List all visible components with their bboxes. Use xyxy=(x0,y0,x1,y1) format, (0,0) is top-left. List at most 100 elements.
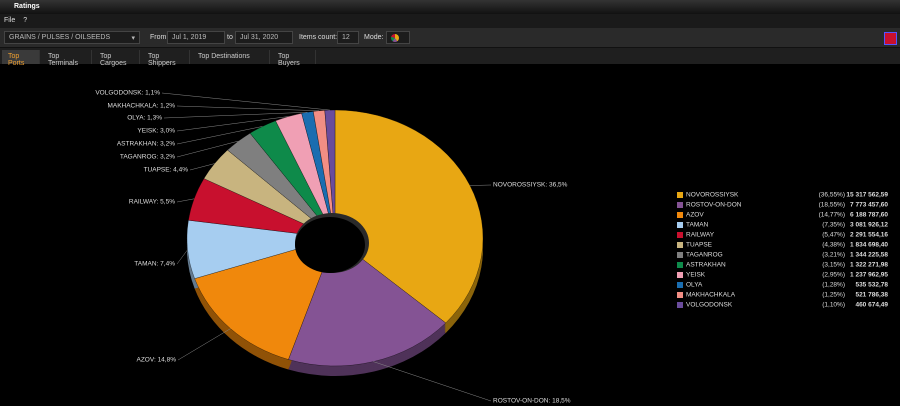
window-title: Ratings xyxy=(14,3,40,10)
legend-value: 1 834 698,40 xyxy=(850,242,888,249)
leader-line xyxy=(176,249,188,265)
toolbar: GRAINS / PULSES / OILSEEDS ▾ From Jul 1, … xyxy=(0,28,900,48)
leader-line xyxy=(163,111,308,119)
leader-line xyxy=(176,198,195,203)
slice-label: YEISK: 3,0% xyxy=(137,128,175,135)
legend-share: (5,47%) xyxy=(822,232,845,239)
legend-value: 7 773 457,60 xyxy=(850,202,888,209)
slice-label: RAILWAY: 5,5% xyxy=(129,199,175,206)
leader-line xyxy=(176,140,239,158)
legend-value: 521 786,38 xyxy=(855,292,888,299)
legend-value: 3 081 926,12 xyxy=(850,222,888,229)
legend-share: (4,38%) xyxy=(822,242,845,249)
tab[interactable]: Top Destinations xyxy=(192,50,270,64)
export-button[interactable] xyxy=(884,32,897,45)
legend-share: (2,95%) xyxy=(822,272,845,279)
legend-value: 1 237 962,95 xyxy=(850,272,888,279)
slice-label: MAKHACHKALA: 1,2% xyxy=(107,103,175,110)
to-label: to xyxy=(227,34,233,41)
legend-label: RAILWAY xyxy=(686,232,715,239)
legend-swatch xyxy=(677,242,683,248)
menu-file[interactable]: File xyxy=(4,17,16,24)
slice-label: ASTRAKHAN: 3,2% xyxy=(117,141,175,148)
legend-swatch xyxy=(677,202,683,208)
legend-share: (3,21%) xyxy=(822,252,845,259)
legend-swatch xyxy=(677,232,683,238)
legend-label: YEISK xyxy=(686,272,706,279)
leader-line xyxy=(189,163,215,171)
legend-label: ASTRAKHAN xyxy=(686,262,726,269)
legend-swatch xyxy=(677,282,683,288)
legend-swatch xyxy=(677,212,683,218)
legend-value: 15 317 562,59 xyxy=(846,192,888,199)
leader-line xyxy=(176,126,263,145)
from-label: From xyxy=(150,34,167,41)
items-label: Items count: xyxy=(299,34,338,41)
legend-label: TAGANROG xyxy=(686,252,723,259)
to-value: Jul 31, 2020 xyxy=(240,34,279,41)
legend-share: (7,35%) xyxy=(822,222,845,229)
legend-value: 6 188 787,60 xyxy=(850,212,888,219)
tab-bar: Top Ports Top Terminals Top Cargoes Top Shi… xyxy=(0,48,900,67)
legend-label: VOLGODONSK xyxy=(686,302,733,309)
legend-label: NOVOROSSIYSK xyxy=(686,192,739,199)
tab[interactable]: Top Terminals xyxy=(42,50,92,67)
menu-bar: File? xyxy=(0,14,900,28)
legend-value: 2 291 554,16 xyxy=(850,232,888,239)
to-date[interactable]: Jul 31, 2020 xyxy=(235,31,293,44)
legend-label: TAMAN xyxy=(686,222,709,229)
title-bar: Ratings xyxy=(0,0,900,14)
legend-label: AZOV xyxy=(686,212,704,219)
legend-share: (1,25%) xyxy=(822,292,845,299)
legend-share: (1,10%) xyxy=(822,302,845,309)
slice-label: ROSTOV-ON-DON: 18,5% xyxy=(493,398,571,405)
leader-line xyxy=(161,92,330,111)
items-count: 12 xyxy=(342,34,350,41)
legend-swatch xyxy=(677,192,683,198)
slice-label: OLYA: 1,3% xyxy=(127,115,162,122)
tab[interactable]: Top Shippers xyxy=(142,50,190,67)
legend-share: (3,15%) xyxy=(822,262,845,269)
legend-label: OLYA xyxy=(686,282,703,289)
legend-share: (14,77%) xyxy=(819,212,845,219)
legend-value: 1 344 225,58 xyxy=(850,252,888,259)
legend-swatch xyxy=(677,262,683,268)
legend-value: 535 532,78 xyxy=(855,282,888,289)
slice-label: AZOV: 14,8% xyxy=(137,357,177,364)
legend-share: (18,55%) xyxy=(819,202,845,209)
slice-label: VOLGODONSK: 1,1% xyxy=(95,90,160,97)
mode-select[interactable] xyxy=(386,31,410,44)
tab[interactable]: Top Buyers xyxy=(272,50,316,67)
legend-swatch xyxy=(677,302,683,308)
legend-share: (1,28%) xyxy=(822,282,845,289)
legend-swatch xyxy=(677,252,683,258)
from-value: Jul 1, 2019 xyxy=(172,34,207,41)
leader-line xyxy=(176,105,320,111)
legend-swatch xyxy=(677,272,683,278)
menu-help[interactable]: ? xyxy=(23,17,28,24)
slice-label: NOVOROSSIYSK: 36,5% xyxy=(493,182,568,189)
leader-line xyxy=(177,328,231,361)
legend-value: 1 322 271,98 xyxy=(850,262,888,269)
legend-label: ROSTOV-ON-DON xyxy=(686,202,742,209)
slice-label: TUAPSE: 4,4% xyxy=(144,167,189,174)
legend-label: MAKHACHKALA xyxy=(686,292,736,299)
legend-value: 460 674,49 xyxy=(855,302,888,309)
items-select[interactable]: 12 xyxy=(337,31,359,44)
slice xyxy=(324,109,336,239)
leader-line xyxy=(176,116,289,132)
donut-hole xyxy=(295,217,365,273)
legend-swatch xyxy=(677,292,683,298)
slice-label: TAMAN: 7,4% xyxy=(134,261,175,268)
legend-swatch xyxy=(677,222,683,228)
tab[interactable]: Top Cargoes xyxy=(94,50,140,67)
mode-label: Mode: xyxy=(364,34,384,41)
tab[interactable]: Top Ports xyxy=(2,50,40,67)
legend-share: (36,55%) xyxy=(819,192,845,199)
from-date[interactable]: Jul 1, 2019 xyxy=(167,31,225,44)
slice-label: TAGANROG: 3,2% xyxy=(120,154,175,161)
leader-line xyxy=(373,361,492,402)
commodity-select[interactable]: GRAINS / PULSES / OILSEEDS ▾ xyxy=(4,31,140,44)
